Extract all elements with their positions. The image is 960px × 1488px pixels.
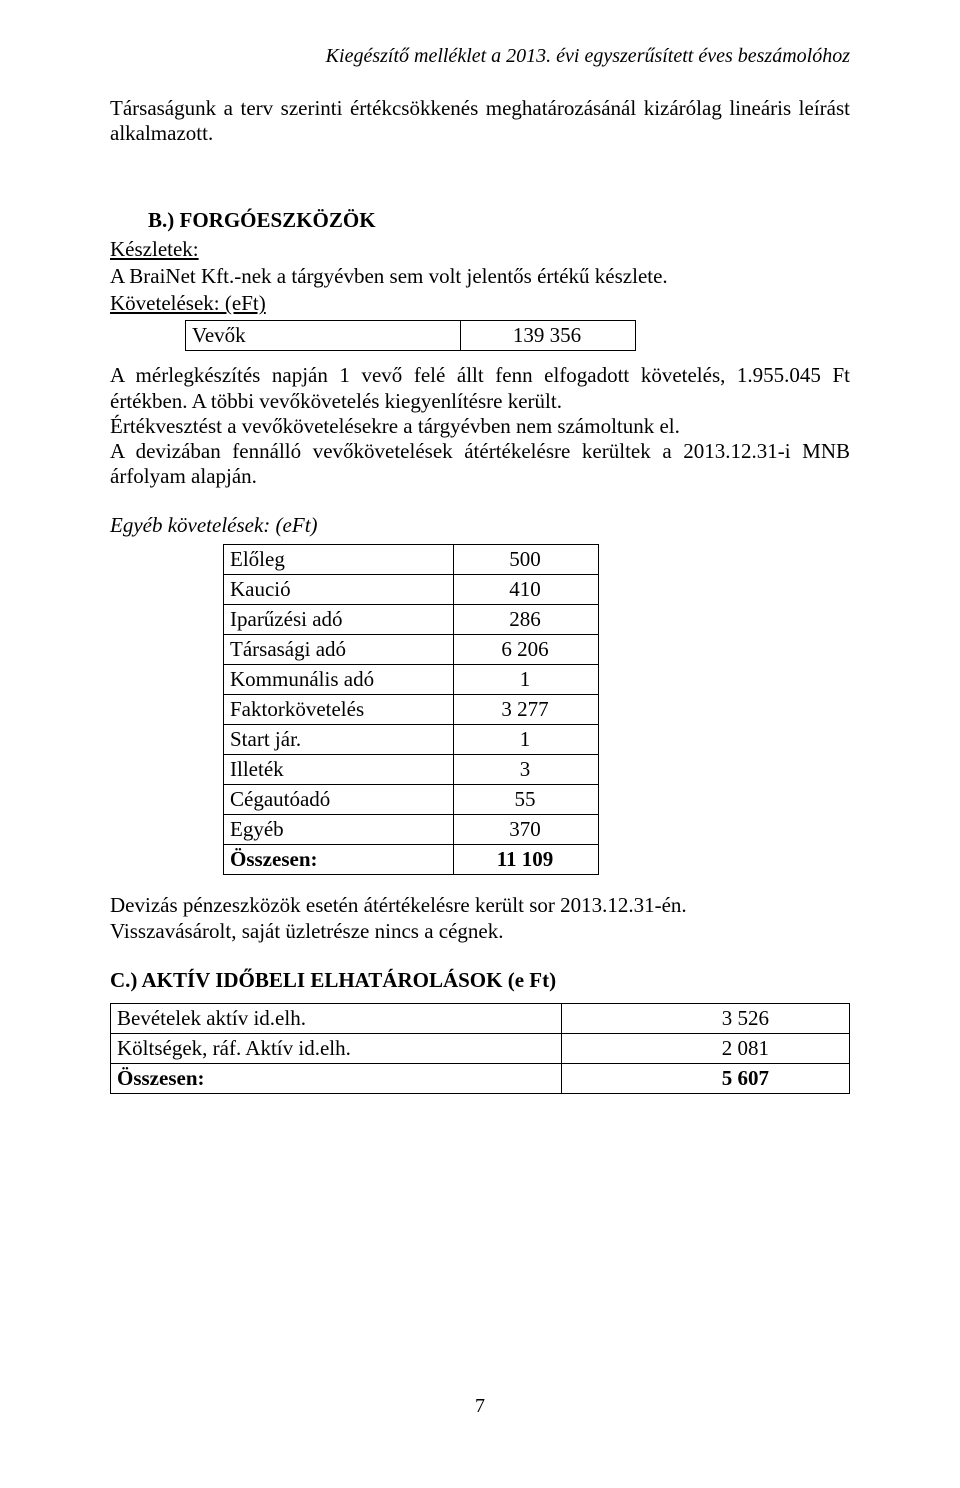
table-row: Összesen:5 607 [111, 1063, 850, 1093]
table-label-cell: Összesen: [111, 1063, 562, 1093]
table-row: Előleg500 [224, 545, 599, 575]
table-label-cell: Társasági adó [224, 635, 454, 665]
table-row: Illeték3 [224, 755, 599, 785]
table-label-cell: Költségek, ráf. Aktív id.elh. [111, 1033, 562, 1063]
ertekvesztes-paragraph: Értékvesztést a vevőkövetelésekre a tárg… [110, 414, 850, 439]
table-value-cell: 11 109 [454, 845, 599, 875]
intro-paragraph: Társaságunk a terv szerinti értékcsökken… [110, 96, 850, 146]
table-value-cell: 2 081 [561, 1033, 849, 1063]
table-label-cell: Bevételek aktív id.elh. [111, 1003, 562, 1033]
page-number: 7 [0, 1395, 960, 1418]
table-value-cell: 286 [454, 605, 599, 635]
table-label-cell: Start jár. [224, 725, 454, 755]
table-value-cell: 1 [454, 665, 599, 695]
table-row: Cégautóadó55 [224, 785, 599, 815]
deviza-paragraph: A devizában fennálló vevőkövetelések áté… [110, 439, 850, 489]
section-c-title: C.) AKTÍV IDŐBELI ELHATÁROLÁSOK (e Ft) [110, 968, 850, 993]
page-container: Kiegészítő melléklet a 2013. évi egyszer… [0, 0, 960, 1488]
table-value-cell: 3 277 [454, 695, 599, 725]
table-row: Kommunális adó1 [224, 665, 599, 695]
vevok-value-cell: 139 356 [461, 321, 636, 351]
keszletek-block: Készletek: A BraiNet Kft.-nek a tárgyévb… [110, 237, 850, 316]
table-value-cell: 3 526 [561, 1003, 849, 1033]
table-value-cell: 55 [454, 785, 599, 815]
vevok-label-cell: Vevők [186, 321, 461, 351]
table-label-cell: Egyéb [224, 815, 454, 845]
table-label-cell: Faktorkövetelés [224, 695, 454, 725]
table-value-cell: 410 [454, 575, 599, 605]
vevok-table: Vevők 139 356 [185, 320, 636, 351]
keszletek-label: Készletek: [110, 237, 850, 262]
table-value-cell: 1 [454, 725, 599, 755]
egyeb-kov-table: Előleg500Kaució410Iparűzési adó286Társas… [223, 544, 599, 875]
table-value-cell: 370 [454, 815, 599, 845]
table-row: Társasági adó6 206 [224, 635, 599, 665]
table-label-cell: Előleg [224, 545, 454, 575]
aktiv-elh-table: Bevételek aktív id.elh.3 526Költségek, r… [110, 1003, 850, 1094]
table-row: Iparűzési adó286 [224, 605, 599, 635]
table-label-cell: Kaució [224, 575, 454, 605]
section-b-title: B.) FORGÓESZKÖZÖK [148, 208, 850, 233]
egyeb-kov-title: Egyéb követelések: (eFt) [110, 513, 850, 538]
visszavasarolt-paragraph: Visszavásárolt, saját üzletrésze nincs a… [110, 919, 850, 944]
table-row: Összesen:11 109 [224, 845, 599, 875]
table-label-cell: Összesen: [224, 845, 454, 875]
devizas-paragraph: Devizás pénzeszközök esetén átértékelésr… [110, 893, 850, 918]
keszletek-text: A BraiNet Kft.-nek a tárgyévben sem volt… [110, 264, 850, 289]
table-row: Faktorkövetelés3 277 [224, 695, 599, 725]
table-row: Vevők 139 356 [186, 321, 636, 351]
page-header: Kiegészítő melléklet a 2013. évi egyszer… [110, 45, 850, 68]
table-row: Egyéb370 [224, 815, 599, 845]
table-label-cell: Cégautóadó [224, 785, 454, 815]
table-row: Költségek, ráf. Aktív id.elh.2 081 [111, 1033, 850, 1063]
kovetelesek-label: Követelések: (eFt) [110, 291, 850, 316]
merleg-paragraph: A mérlegkészítés napján 1 vevő felé állt… [110, 363, 850, 413]
table-label-cell: Iparűzési adó [224, 605, 454, 635]
table-row: Start jár.1 [224, 725, 599, 755]
table-row: Kaució410 [224, 575, 599, 605]
table-row: Bevételek aktív id.elh.3 526 [111, 1003, 850, 1033]
table-value-cell: 6 206 [454, 635, 599, 665]
table-label-cell: Illeték [224, 755, 454, 785]
table-label-cell: Kommunális adó [224, 665, 454, 695]
table-value-cell: 3 [454, 755, 599, 785]
table-value-cell: 5 607 [561, 1063, 849, 1093]
table-value-cell: 500 [454, 545, 599, 575]
